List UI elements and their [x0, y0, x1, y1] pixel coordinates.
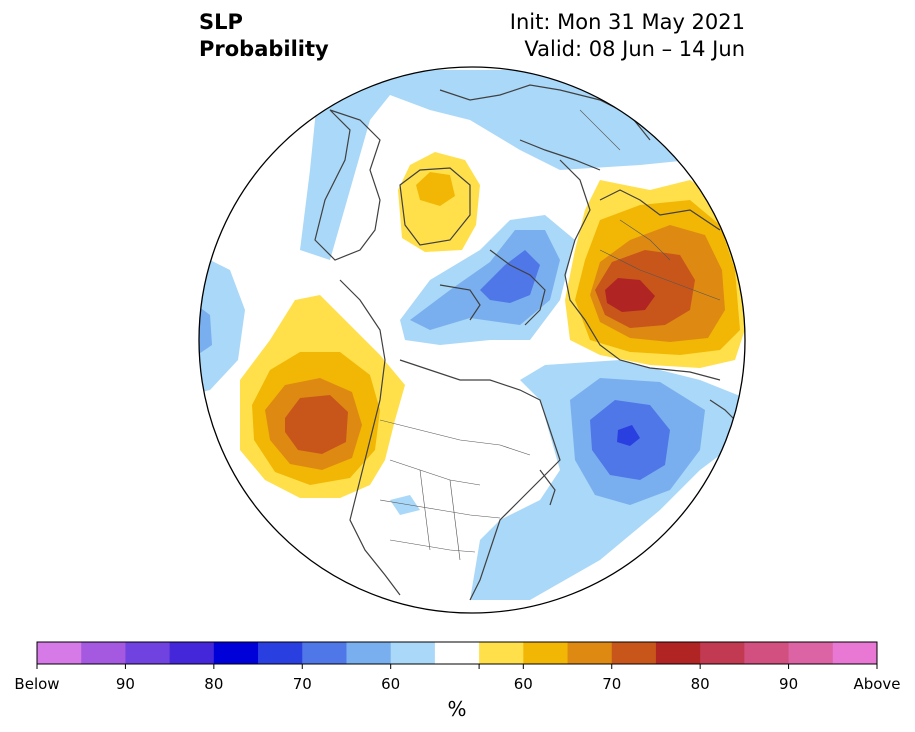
colorbar-frame — [36, 641, 878, 665]
below-region-pacific-core — [199, 300, 212, 360]
colorbar-tick-label: 60 — [381, 675, 401, 693]
init-date: Init: Mon 31 May 2021 — [509, 10, 745, 34]
colorbar-swatch — [258, 642, 303, 664]
above-region-pacific-dark — [285, 395, 348, 454]
below-region-us — [390, 495, 420, 515]
colorbar-swatch — [125, 642, 171, 664]
colorbar-swatch — [37, 642, 82, 664]
colorbar-swatch — [81, 642, 126, 664]
colorbar-swatch — [169, 642, 215, 664]
variable-title: SLP — [199, 10, 243, 34]
colorbar-swatch — [655, 642, 701, 664]
below-region-atlantic-dark — [617, 425, 640, 446]
colorbar-tick-label: 70 — [292, 675, 312, 693]
colorbar-swatch — [567, 642, 613, 664]
colorbar-tick-label: 80 — [690, 675, 710, 693]
colorbar-swatch — [434, 642, 480, 664]
colorbar-swatch — [832, 642, 878, 664]
colorbar-swatch — [700, 642, 745, 664]
above-region-greenland-mid — [416, 172, 455, 206]
colorbar-tick-label: 90 — [115, 675, 135, 693]
colorbar-unit: % — [447, 697, 467, 721]
globe-boundary — [198, 66, 746, 614]
date-block: Init: Mon 31 May 2021 Valid: 08 Jun – 14… — [510, 9, 745, 63]
borders — [379, 109, 721, 561]
probability-field — [199, 67, 745, 613]
colorbar-swatch — [213, 642, 259, 664]
colorbar-swatch — [788, 642, 834, 664]
product-title: Probability — [199, 37, 329, 61]
colorbar-swatch — [346, 642, 392, 664]
colorbar-swatch — [523, 642, 569, 664]
valid-date: Valid: 08 Jun – 14 Jun — [524, 37, 745, 61]
chart-title-block: SLP Probability — [199, 9, 329, 63]
colorbar-tick-label: 70 — [602, 675, 622, 693]
colorbar-tick-label: 80 — [204, 675, 224, 693]
colorbar-swatch — [611, 642, 657, 664]
colorbar-swatch — [479, 642, 524, 664]
above-region-eurasia-max — [605, 278, 655, 312]
colorbar-swatch — [390, 642, 436, 664]
colorbar-tick-label: 60 — [513, 675, 533, 693]
colorbar-swatch — [744, 642, 790, 664]
colorbar-tick-label: Above — [853, 675, 901, 693]
colorbar-tick-label: 90 — [779, 675, 799, 693]
below-region-arctic-med — [480, 250, 540, 303]
coastlines — [314, 84, 736, 601]
colorbar-tick-label: Below — [14, 675, 60, 693]
colorbar-swatch — [302, 642, 347, 664]
below-region-arctic — [300, 70, 690, 260]
colorbar — [36, 641, 878, 669]
